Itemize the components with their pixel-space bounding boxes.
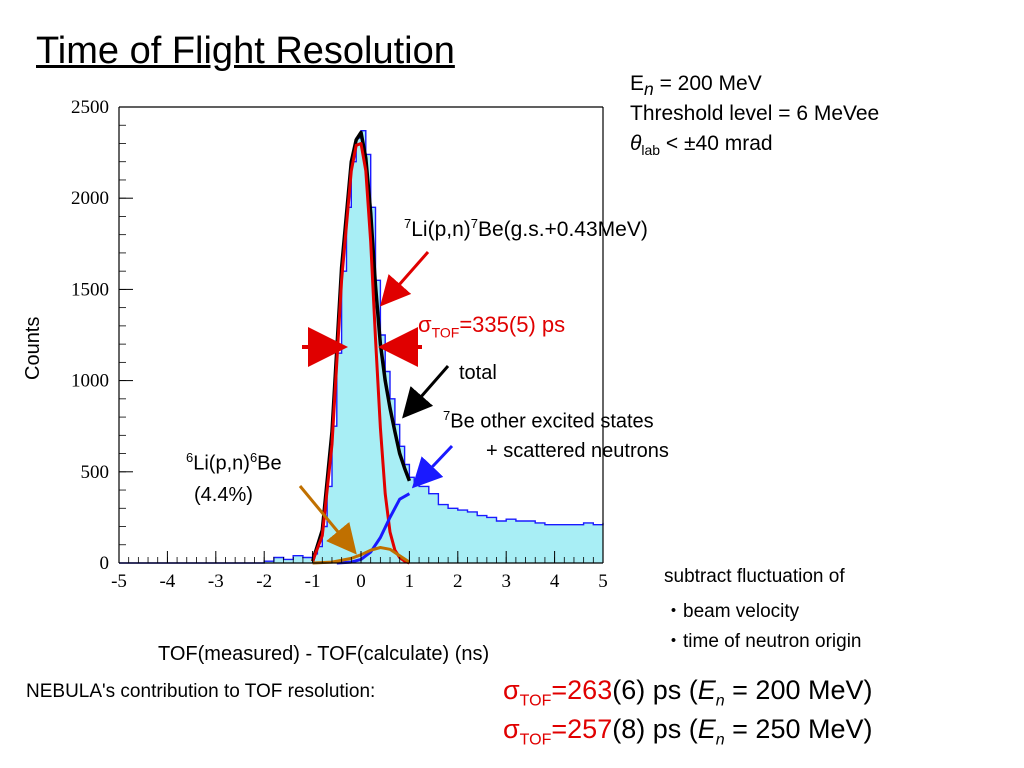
total-arrow [402,365,450,419]
y-tick-label: 0 [100,553,110,574]
annotation-li7: 7Li(p,n)7Be(g.s.+0.43MeV) [404,216,648,241]
y-axis-label: Counts [22,316,44,380]
x-tick-label: 5 [598,571,608,592]
energy-condition: En = 200 MeV [630,72,762,100]
footer-result-250: σTOF=257(8) ps (En = 250 MeV) [503,714,873,749]
x-tick-label: -2 [256,571,272,592]
li6-arrow [298,485,357,555]
x-tick-label: -3 [208,571,224,592]
y-tick-label: 500 [81,462,110,483]
y-tick-label: 2500 [71,97,109,118]
annotation-li6-line2: (4.4%) [194,484,253,506]
note-line1: subtract fluctuation of [664,566,845,587]
annotation-sigma-main: σTOF=335(5) ps [418,312,566,341]
y-tick-label: 2000 [71,188,109,209]
x-tick-label: 1 [405,571,415,592]
excited-arrow [411,444,454,489]
x-tick-label: 4 [550,571,560,592]
note-line3: ・time of neutron origin [664,631,862,652]
x-tick-label: -1 [305,571,321,592]
x-tick-label: 0 [356,571,366,592]
footer-label: NEBULA's contribution to TOF resolution: [26,681,376,702]
x-tick-label: 3 [501,571,511,592]
annotation-total: total [459,362,497,384]
plot-area [119,130,604,565]
slide-title: Time of Flight Resolution [36,30,455,72]
annotation-excited-line1: 7Be other excited states [443,408,654,433]
footer-result-200: σTOF=263(6) ps (En = 200 MeV) [503,675,873,710]
y-tick-label: 1500 [71,279,109,300]
x-tick-label: -4 [159,571,175,592]
x-tick-label: 2 [453,571,463,592]
red-arrow-li7 [380,251,430,307]
annotation-excited-line2: + scattered neutrons [486,440,669,462]
x-tick-label: -5 [111,571,127,592]
li6-fit-line [312,546,411,565]
excited-states-fit-line [336,492,411,565]
annotation-li6-line1: 6Li(p,n)6Be [186,450,282,475]
x-axis-label: TOF(measured) - TOF(calculate) (ns) [158,643,490,665]
histogram-fill [119,130,603,563]
y-tick-label: 1000 [71,371,109,392]
threshold-condition: Threshold level = 6 MeVee [630,102,880,125]
angle-condition: θlab < ±40 mrad [630,132,773,159]
note-line2: ・beam velocity [664,601,800,622]
axes: -5 -4 -3 -2 -1 0 1 2 3 4 5 0 500 1000 1500 2000 2500 [71,97,608,592]
